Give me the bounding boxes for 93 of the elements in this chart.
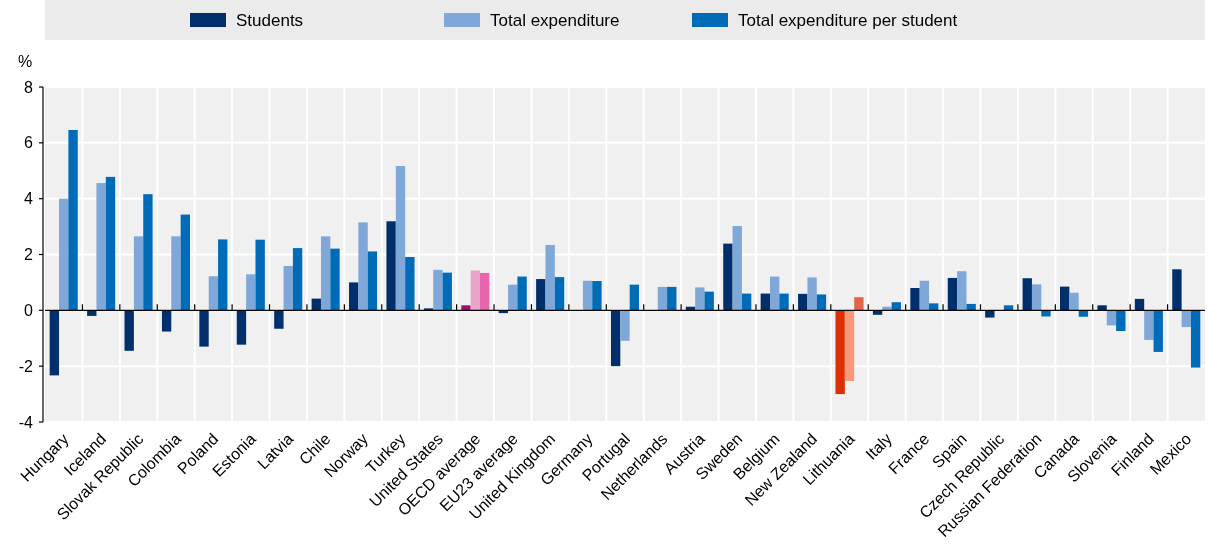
bar [854, 297, 864, 311]
bar [807, 277, 817, 311]
bar [96, 183, 106, 311]
bar [1078, 310, 1089, 317]
bar [1181, 310, 1191, 328]
y-tick-label: -2 [18, 357, 34, 375]
bar [910, 288, 920, 311]
bar [508, 284, 518, 311]
y-tick-label: -4 [18, 413, 34, 431]
legend-label: Students [236, 10, 304, 30]
bar [816, 294, 827, 311]
bar [349, 282, 359, 311]
bar [358, 222, 368, 311]
legend-label: Total expenditure [490, 10, 620, 30]
bar [732, 226, 742, 311]
y-axis-title: % [18, 53, 33, 70]
legend-label: Total expenditure per student [738, 10, 958, 30]
bar [779, 293, 789, 311]
bar [723, 243, 733, 311]
bar [966, 303, 976, 311]
bar [947, 277, 958, 311]
bar [68, 129, 78, 311]
bar [49, 310, 60, 376]
bar [704, 291, 714, 311]
bar [620, 310, 630, 341]
bar [274, 310, 284, 329]
bar [442, 272, 452, 311]
bar [292, 248, 303, 311]
bar [1060, 286, 1070, 311]
bar [255, 239, 265, 311]
bar [1097, 305, 1107, 311]
bar [311, 298, 321, 311]
bar [1069, 292, 1079, 311]
bar [143, 194, 153, 311]
bar [208, 276, 219, 311]
bar [695, 287, 705, 311]
bar [957, 271, 967, 311]
bar [741, 293, 752, 311]
bar [171, 236, 181, 311]
bar [536, 279, 546, 311]
bar [629, 284, 640, 311]
bar [798, 293, 808, 311]
bar [1190, 310, 1201, 368]
bar [461, 305, 471, 311]
bar [283, 265, 293, 311]
y-tick-label: 2 [24, 246, 34, 264]
bar [545, 245, 555, 311]
bar [770, 276, 780, 311]
bar [236, 310, 247, 345]
bar [161, 310, 172, 332]
bar [1116, 310, 1126, 331]
bar [59, 198, 69, 311]
bar [1144, 310, 1154, 340]
bar [386, 221, 396, 311]
y-tick-label: 8 [24, 78, 34, 96]
bar [1022, 278, 1032, 311]
bar [1031, 284, 1042, 311]
bar [470, 270, 480, 311]
y-tick-label: 6 [24, 134, 34, 152]
bar [405, 257, 415, 311]
bar [480, 272, 490, 311]
bar [517, 276, 527, 311]
bar [433, 269, 443, 311]
bar [554, 277, 565, 311]
bar [1153, 310, 1163, 352]
bar [592, 281, 602, 311]
y-tick-label: 4 [24, 190, 34, 208]
bar [1003, 305, 1014, 311]
bar [1134, 298, 1145, 311]
bar [320, 236, 331, 311]
bar [330, 248, 340, 311]
bar [218, 239, 228, 311]
bar [1172, 269, 1182, 311]
bar [105, 176, 116, 311]
bar [395, 166, 406, 311]
bar [199, 310, 209, 347]
bar [929, 303, 939, 311]
y-tick-label: 0 [24, 301, 34, 319]
bar [367, 251, 378, 311]
bar [844, 310, 855, 381]
bar [124, 310, 134, 351]
bar [133, 236, 144, 311]
bar [985, 310, 995, 318]
bar [919, 280, 930, 311]
bar [760, 293, 770, 311]
bar [582, 280, 593, 311]
bar [891, 302, 901, 311]
bar [246, 274, 256, 311]
bar [835, 310, 845, 395]
bar [657, 286, 668, 311]
bar [610, 310, 621, 367]
bar [180, 214, 190, 311]
bar [667, 286, 677, 311]
